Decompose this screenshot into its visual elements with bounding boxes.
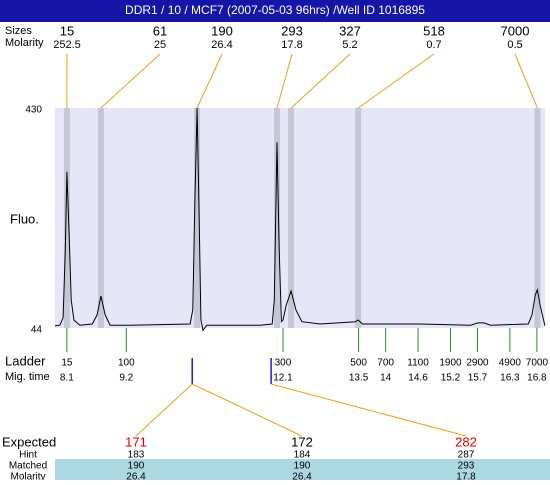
- peak-band: [98, 108, 104, 328]
- expected-value: 171: [125, 434, 147, 449]
- ladder-size: 1100: [407, 358, 429, 369]
- peak-molarity: 252.5: [53, 39, 81, 51]
- ladder-size: 300: [275, 358, 292, 369]
- molarity-value: 17.8: [456, 472, 476, 480]
- peak-molarity: 5.2: [342, 39, 357, 51]
- peak-size-label: Sizes: [5, 25, 32, 37]
- peak-connector: [291, 54, 350, 108]
- ladder-size: 700: [377, 358, 394, 369]
- ladder-label: Ladder: [5, 353, 46, 368]
- y-tick-label: 44: [31, 325, 43, 336]
- peak-connector: [515, 54, 537, 108]
- expected-connector: [136, 384, 192, 436]
- ladder-size: 1900: [439, 358, 462, 369]
- ladder-time: 8.1: [60, 373, 74, 384]
- y-axis-label: Fluo.: [10, 211, 39, 226]
- ladder-size: 4900: [499, 358, 522, 369]
- expected-connector: [271, 384, 466, 436]
- ladder-time: 9.2: [119, 373, 133, 384]
- peak-molarity: 0.5: [507, 39, 522, 51]
- peak-size: 518: [423, 23, 445, 38]
- y-tick-label: 430: [25, 105, 42, 116]
- matched-value: 293: [458, 461, 475, 472]
- hint-label: Hint: [19, 450, 37, 461]
- ladder-time: 14.6: [408, 373, 428, 384]
- chart-title: DDR1 / 10 / MCF7 (2007-05-03 96hrs) /Wel…: [125, 3, 425, 17]
- ladder-time: 14: [380, 373, 392, 384]
- ladder-time: 12.1: [273, 373, 293, 384]
- ladder-size: 7000: [526, 358, 549, 369]
- peak-molarity: 26.4: [211, 39, 232, 51]
- molarity-value: 26.4: [292, 472, 312, 480]
- peak-size: 7000: [501, 23, 530, 38]
- peak-size: 61: [153, 23, 167, 38]
- expected-value: 172: [291, 434, 313, 449]
- peak-band: [355, 108, 361, 328]
- matched-value: 190: [294, 461, 311, 472]
- peak-molarity: 25: [154, 39, 166, 51]
- matched-label: Matched: [9, 461, 47, 472]
- ladder-time: 16.8: [527, 373, 547, 384]
- ladder-size: 500: [350, 358, 367, 369]
- peak-connector: [277, 54, 292, 108]
- expected-connector: [192, 384, 302, 436]
- peak-connector: [358, 54, 434, 108]
- ladder-size: 100: [118, 358, 135, 369]
- peak-size: 190: [211, 23, 233, 38]
- expected-value: 282: [455, 434, 477, 449]
- molarity-label: Molarity: [10, 472, 45, 480]
- ladder-time: 15.2: [441, 373, 461, 384]
- ladder-time: 15.7: [468, 373, 488, 384]
- ladder-size: 15: [61, 358, 73, 369]
- peak-band: [274, 108, 280, 328]
- molarity-value: 26.4: [126, 472, 146, 480]
- peak-molarity: 0.7: [426, 39, 441, 51]
- ladder-time: 13.5: [349, 373, 369, 384]
- ladder-time: 16.3: [500, 373, 520, 384]
- hint-value: 183: [128, 450, 145, 461]
- plot-area: [55, 108, 545, 328]
- hint-value: 184: [294, 450, 311, 461]
- matched-value: 190: [128, 461, 145, 472]
- peak-connector: [101, 54, 160, 108]
- peak-size: 293: [281, 23, 303, 38]
- peak-size: 15: [60, 23, 74, 38]
- peak-connector: [197, 54, 222, 108]
- hint-value: 287: [458, 450, 475, 461]
- peak-band: [288, 108, 294, 328]
- ladder-size: 2900: [466, 358, 489, 369]
- peak-size: 327: [339, 23, 361, 38]
- expected-label: Expected: [2, 434, 56, 449]
- peak-molarity: 17.8: [281, 39, 302, 51]
- mig-time-label: Mig. time: [5, 371, 50, 383]
- peak-molarity-label: Molarity: [5, 37, 44, 49]
